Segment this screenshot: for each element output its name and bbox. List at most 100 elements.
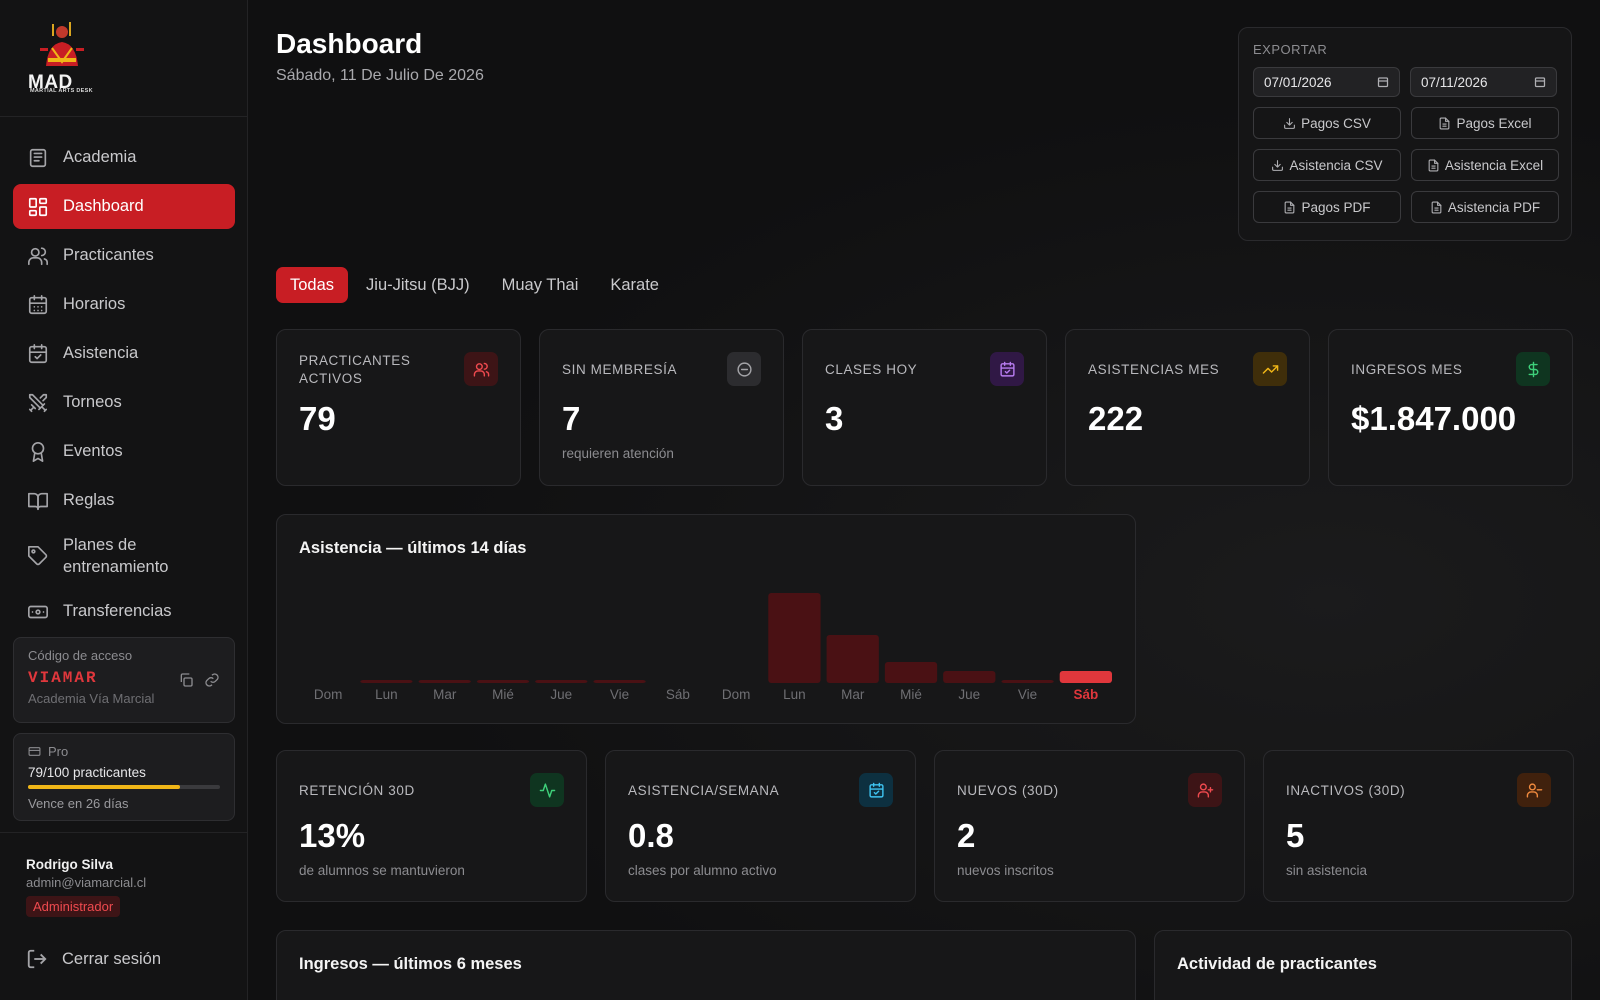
access-code-label: Código de acceso bbox=[28, 648, 133, 663]
stat-card: NUEVOS (30D) 2 nuevos inscritos bbox=[934, 750, 1245, 902]
swords-icon bbox=[28, 393, 48, 412]
user-minus-icon bbox=[1526, 782, 1542, 798]
tab-muay[interactable]: Muay Thai bbox=[501, 275, 579, 294]
current-date: Sábado, 11 De Julio De 2026 bbox=[276, 67, 484, 84]
stat-subtext: requieren atención bbox=[562, 446, 674, 461]
credit-card-icon bbox=[28, 747, 41, 756]
users-icon bbox=[473, 362, 489, 377]
x-tick-label: Sáb bbox=[1073, 687, 1098, 702]
stat-label: SIN MEMBRESÍA bbox=[562, 362, 678, 377]
calendar-icon bbox=[1377, 77, 1389, 88]
activity-title: Actividad de practicantes bbox=[1177, 955, 1377, 973]
stat-label: ASISTENCIAS MES bbox=[1088, 362, 1220, 377]
page-title: Dashboard bbox=[276, 28, 423, 59]
stat-card: INACTIVOS (30D) 5 sin asistencia bbox=[1263, 750, 1574, 902]
date-to-input[interactable]: 07/11/2026 bbox=[1410, 67, 1557, 97]
stat-card: PRACTICANTES ACTIVOS 79 bbox=[276, 329, 521, 486]
x-tick-label: Jue bbox=[550, 687, 572, 702]
stat-label: INACTIVOS (30D) bbox=[1286, 783, 1406, 798]
sidebar-item-torneos[interactable]: Torneos bbox=[13, 380, 235, 425]
divider bbox=[0, 116, 248, 117]
stat-value: 13% bbox=[299, 817, 366, 854]
download-icon bbox=[1284, 117, 1296, 129]
attendance-bar bbox=[476, 680, 530, 683]
stat-icon-badge bbox=[1517, 773, 1551, 807]
chart-title: Asistencia — últimos 14 días bbox=[299, 539, 527, 557]
calendar-check-icon bbox=[999, 361, 1015, 377]
stat-icon-badge bbox=[859, 773, 893, 807]
x-tick-label: Lun bbox=[375, 687, 398, 702]
user-profile: Rodrigo Silva admin@viamarcial.cl Admini… bbox=[26, 857, 146, 917]
sidebar-item-planes[interactable]: Planes de entrenamiento bbox=[13, 527, 235, 585]
stat-card: INGRESOS MES $1.847.000 bbox=[1328, 329, 1573, 486]
x-tick-label: Vie bbox=[1018, 687, 1037, 702]
sidebar-item-label: Horarios bbox=[63, 295, 126, 313]
sidebar-item-reglas[interactable]: Reglas bbox=[13, 478, 235, 523]
sidebar-item-label: Reglas bbox=[63, 491, 115, 509]
export-asistencia-csv-button[interactable]: Asistencia CSV bbox=[1253, 149, 1401, 181]
activity-icon bbox=[539, 782, 555, 798]
sidebar-item-dashboard[interactable]: Dashboard bbox=[13, 184, 235, 229]
file-icon bbox=[1428, 159, 1439, 171]
stat-label: RETENCIÓN 30D bbox=[299, 783, 415, 798]
button-label: Asistencia Excel bbox=[1444, 157, 1544, 173]
sidebar-item-academia[interactable]: Academia bbox=[13, 135, 235, 180]
logo-subtitle: MARTIAL ARTS DESK bbox=[30, 88, 93, 94]
calendar-icon bbox=[28, 294, 48, 314]
link-icon[interactable] bbox=[204, 672, 220, 688]
stat-label: ASISTENCIA/SEMANA bbox=[628, 783, 780, 798]
stat-icon-badge bbox=[990, 352, 1024, 386]
stat-subtext: nuevos inscritos bbox=[957, 863, 1054, 878]
logo-icon bbox=[40, 22, 84, 66]
stat-icon-badge bbox=[1253, 352, 1287, 386]
stat-label: INGRESOS MES bbox=[1351, 362, 1463, 377]
dollar-icon bbox=[1528, 361, 1538, 377]
export-pagos-pdf-button[interactable]: Pagos PDF bbox=[1253, 191, 1401, 223]
logout-button[interactable]: Cerrar sesión bbox=[26, 948, 161, 970]
stat-card: CLASES HOY 3 bbox=[802, 329, 1047, 486]
tab-karate[interactable]: Karate bbox=[610, 275, 659, 294]
sidebar-item-label: Dashboard bbox=[63, 197, 144, 215]
tag-icon bbox=[28, 546, 48, 566]
x-tick-label: Lun bbox=[783, 687, 806, 702]
sidebar-item-label: Eventos bbox=[63, 442, 123, 460]
access-code-card: Código de acceso VIAMAR Academia Vía Mar… bbox=[13, 637, 235, 723]
dashboard-icon bbox=[28, 197, 48, 216]
date-from-input[interactable]: 07/01/2026 bbox=[1253, 67, 1400, 97]
sidebar-item-transferencias[interactable]: Transferencias bbox=[13, 589, 235, 634]
copy-icon[interactable] bbox=[178, 672, 194, 688]
sidebar-item-asistencia[interactable]: Asistencia bbox=[13, 331, 235, 376]
attendance-bar bbox=[360, 680, 413, 683]
plan-progress-fill bbox=[28, 785, 180, 789]
export-asistencia-excel-button[interactable]: Asistencia Excel bbox=[1411, 149, 1559, 181]
stat-label: PRACTICANTES ACTIVOS bbox=[299, 353, 411, 386]
sidebar-nav: Academia Dashboard Practicantes Horarios Asi… bbox=[13, 135, 235, 638]
attendance-chart-card: Asistencia — últimos 14 días Dom Lun Mar Mi… bbox=[276, 514, 1136, 724]
stat-card: ASISTENCIA/SEMANA 0.8 clases por alumno ac… bbox=[605, 750, 916, 902]
sidebar-item-label: Planes de entrenamiento bbox=[63, 536, 169, 576]
x-tick-label: Mar bbox=[433, 687, 457, 702]
file-icon bbox=[1440, 117, 1450, 129]
x-tick-label: Jue bbox=[958, 687, 980, 702]
x-tick-label: Sáb bbox=[666, 687, 690, 702]
award-icon bbox=[31, 441, 45, 462]
button-label: Pagos Excel bbox=[1456, 115, 1532, 131]
stat-value: 7 bbox=[562, 400, 581, 437]
attendance-bar bbox=[826, 635, 879, 683]
stat-value: $1.847.000 bbox=[1351, 400, 1517, 437]
tab-todas[interactable]: Todas bbox=[276, 267, 349, 303]
stat-subtext: sin asistencia bbox=[1286, 863, 1368, 878]
tab-jiu-jitsu[interactable]: Jiu-Jitsu (BJJ) bbox=[366, 275, 470, 294]
export-asistencia-pdf-button[interactable]: Asistencia PDF bbox=[1411, 191, 1559, 223]
sidebar-item-horarios[interactable]: Horarios bbox=[13, 282, 235, 327]
income-chart-card: Ingresos — últimos 6 meses bbox=[276, 930, 1136, 1000]
sidebar-item-eventos[interactable]: Eventos bbox=[13, 429, 235, 474]
stat-card: SIN MEMBRESÍA 7 requieren atención bbox=[539, 329, 784, 486]
export-pagos-csv-button[interactable]: Pagos CSV bbox=[1253, 107, 1401, 139]
logo-text: MAD bbox=[28, 72, 73, 93]
export-pagos-excel-button[interactable]: Pagos Excel bbox=[1411, 107, 1559, 139]
calendar-icon bbox=[1534, 77, 1546, 88]
discipline-tabs: Todas Jiu-Jitsu (BJJ) Muay Thai Karate bbox=[276, 267, 673, 303]
sidebar-item-practicantes[interactable]: Practicantes bbox=[13, 233, 235, 278]
export-panel: EXPORTAR 07/01/2026 07/11/2026 Pagos CSV… bbox=[1238, 27, 1572, 241]
